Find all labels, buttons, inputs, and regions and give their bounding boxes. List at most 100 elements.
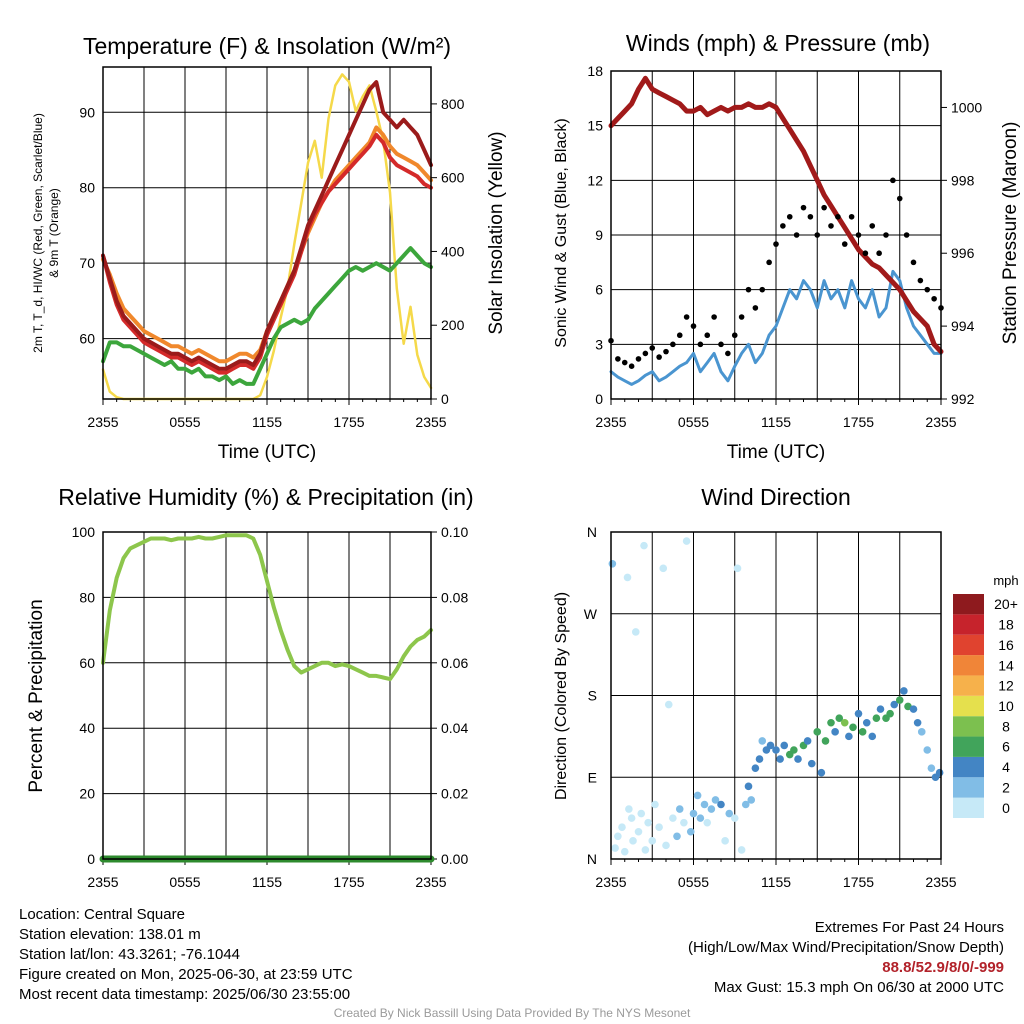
- direction-point: [689, 809, 698, 818]
- direction-point: [680, 818, 688, 827]
- direction-point: [886, 709, 894, 718]
- y-tick-label-left: N: [587, 524, 597, 540]
- direction-point: [733, 564, 742, 573]
- credit-line: Created By Nick Bassill Using Data Provi…: [333, 1006, 691, 1020]
- direction-point: [917, 728, 926, 736]
- y-tick-label-right: 400: [441, 243, 465, 259]
- direction-point: [627, 814, 636, 822]
- direction-point: [741, 800, 750, 809]
- x-tick-label: 2355: [595, 874, 626, 890]
- y-axis-label-left-2: & 9m T (Orange): [47, 188, 61, 278]
- gust-point: [656, 354, 662, 360]
- series-dewpoint: [101, 246, 433, 386]
- series-temp: [101, 80, 433, 371]
- series-wind: [609, 269, 943, 386]
- colorbar-swatch: [953, 655, 984, 676]
- colorbar-swatch: [953, 594, 984, 615]
- x-axis-label: Time (UTC): [218, 442, 317, 463]
- series-pressure: [608, 75, 944, 355]
- x-tick-label: 1755: [843, 414, 874, 430]
- direction-point: [895, 696, 904, 704]
- gust-point: [841, 241, 848, 247]
- gust-point: [615, 356, 621, 362]
- y-tick-label-left: 18: [587, 63, 603, 79]
- gust-point: [642, 350, 649, 357]
- direction-point: [686, 827, 695, 836]
- gust-point: [635, 356, 642, 362]
- direction-point: [900, 687, 908, 695]
- y-axis-label-left: Direction (Colored By Speed): [553, 592, 570, 800]
- x-tick-label: 1155: [252, 874, 282, 890]
- direction-point: [827, 718, 835, 727]
- series-rh: [101, 533, 433, 682]
- direction-point: [682, 537, 691, 545]
- direction-point: [835, 714, 844, 723]
- x-tick-label: 1755: [843, 874, 874, 890]
- chart-title: Temperature (F) & Insolation (W/m²): [83, 33, 451, 59]
- y-tick-label-right: 992: [951, 391, 975, 407]
- gust-point: [766, 259, 772, 266]
- direction-point: [703, 818, 712, 827]
- direction-point: [711, 796, 720, 804]
- direction-point: [629, 837, 637, 845]
- direction-point: [840, 718, 849, 727]
- gust-point: [931, 295, 937, 302]
- direction-point: [662, 841, 670, 850]
- direction-point: [872, 714, 881, 723]
- colorbar-label: 14: [998, 657, 1014, 673]
- gust-point: [793, 232, 800, 238]
- y-tick-label-left: E: [588, 769, 597, 785]
- direction-point: [758, 737, 767, 745]
- y-tick-label-left: 70: [79, 255, 95, 271]
- direction-point: [807, 759, 816, 768]
- colorbar-label: 0: [1002, 800, 1010, 816]
- x-tick-label: 2355: [925, 414, 956, 430]
- y-tick-label-right: 0.10: [441, 524, 468, 540]
- recent-timestamp: Most recent data timestamp: 2025/06/30 2…: [19, 986, 351, 1003]
- gust-point: [848, 213, 855, 220]
- colorbar-swatch: [953, 777, 984, 798]
- direction-point: [673, 832, 681, 841]
- direction-point: [640, 541, 648, 550]
- direction-point: [631, 628, 640, 636]
- gust-point: [855, 232, 862, 238]
- direction-point: [700, 800, 709, 809]
- direction-point: [772, 746, 780, 754]
- colorbar-swatch: [953, 797, 984, 818]
- direction-point: [675, 805, 684, 813]
- gust-point: [731, 332, 738, 339]
- direction-point: [821, 737, 830, 745]
- colorbar-label: 4: [1002, 759, 1010, 775]
- extremes-summary: Extremes For Past 24 Hours (High/Low/Max…: [688, 918, 1004, 998]
- direction-point: [608, 559, 617, 568]
- y-tick-label-right: 998: [951, 172, 975, 188]
- y-tick-label-left: 90: [79, 104, 95, 120]
- wind-direction-panel: 2355 0555 1155 1755 2355 N E S W N Wind Direction D…: [553, 484, 957, 890]
- gust-point: [676, 332, 683, 339]
- y-tick-label-left: 80: [79, 180, 95, 196]
- y-tick-label-left: S: [588, 688, 597, 704]
- colorbar-label: 18: [998, 617, 1014, 633]
- x-tick-label: 2355: [415, 414, 446, 430]
- x-tick-label: 0555: [678, 874, 709, 890]
- direction-point: [909, 705, 918, 713]
- direction-point: [845, 732, 853, 741]
- gust-point: [683, 314, 690, 320]
- y-tick-label-right: 994: [951, 318, 975, 334]
- gust-point: [828, 223, 834, 229]
- direction-point: [721, 837, 729, 845]
- y-tick-label-left: 3: [595, 336, 603, 352]
- direction-point: [747, 796, 756, 804]
- direction-point: [648, 837, 657, 845]
- colorbar-swatch: [953, 675, 984, 696]
- direction-point: [693, 791, 702, 800]
- x-tick-label: 0555: [169, 414, 200, 430]
- colorbar-label: 6: [1002, 739, 1010, 755]
- colorbar-swatch: [953, 614, 984, 635]
- gust-point: [835, 213, 841, 220]
- y-tick-label-right: 1000: [951, 99, 982, 115]
- chart-title: Winds (mph) & Pressure (mb): [626, 30, 930, 56]
- y-axis-label-left-1: 2m T, T_d, HI/WC (Red, Green, Scarlet/Bl…: [31, 113, 45, 353]
- colorbar-label: 10: [998, 698, 1014, 714]
